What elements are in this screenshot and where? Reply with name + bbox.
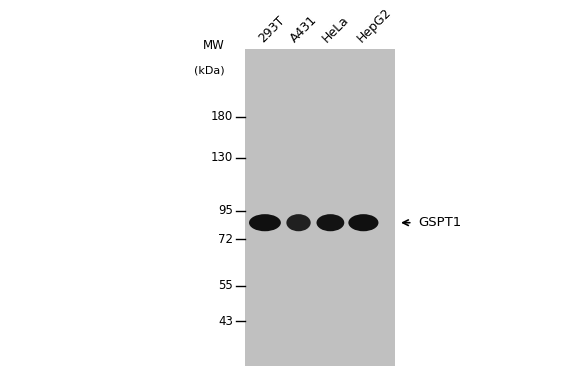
Text: 130: 130	[211, 151, 233, 164]
Text: MW: MW	[203, 39, 225, 52]
Text: 55: 55	[218, 279, 233, 292]
Text: GSPT1: GSPT1	[418, 216, 462, 229]
Text: HepG2: HepG2	[354, 6, 393, 45]
Ellipse shape	[286, 214, 311, 231]
Text: (kDa): (kDa)	[194, 65, 225, 75]
Ellipse shape	[349, 214, 378, 231]
Ellipse shape	[317, 214, 345, 231]
Text: 72: 72	[218, 233, 233, 246]
Text: 293T: 293T	[255, 14, 287, 45]
Text: 95: 95	[218, 204, 233, 217]
Text: 180: 180	[211, 110, 233, 123]
Text: A431: A431	[288, 13, 320, 45]
Text: 43: 43	[218, 315, 233, 328]
Text: HeLa: HeLa	[320, 14, 351, 45]
Ellipse shape	[249, 214, 281, 231]
Bar	[244, 49, 395, 366]
